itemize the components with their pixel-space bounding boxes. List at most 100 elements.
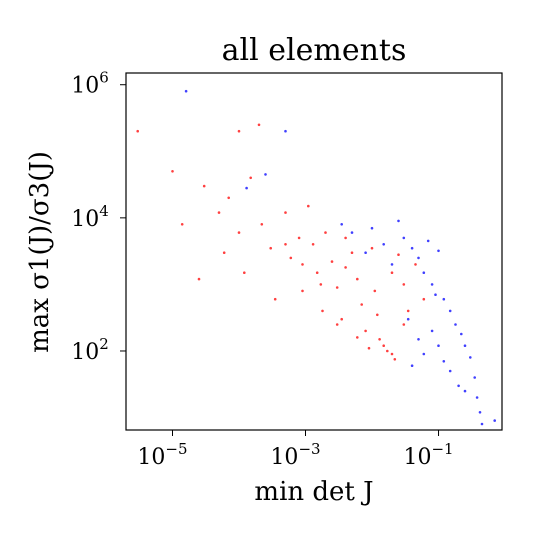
data-point <box>442 297 446 301</box>
data-point <box>373 289 377 293</box>
data-point <box>289 256 293 260</box>
data-point <box>390 263 394 266</box>
data-point <box>260 223 264 226</box>
y-axis-ticks: 102 104 106 <box>71 69 126 365</box>
y-tick-label: 104 <box>71 202 109 232</box>
data-point <box>301 263 304 266</box>
data-point <box>311 243 315 246</box>
data-point <box>473 376 477 379</box>
data-point <box>307 204 310 208</box>
data-point <box>257 123 261 127</box>
data-point <box>237 231 241 234</box>
data-point <box>410 364 414 368</box>
data-point <box>136 129 139 133</box>
data-point <box>393 358 397 361</box>
data-point <box>376 313 379 317</box>
data-point <box>364 329 367 333</box>
data-point <box>463 389 467 393</box>
data-point <box>171 170 174 173</box>
data-point <box>335 323 339 326</box>
data-point <box>364 251 367 254</box>
data-point <box>360 303 364 306</box>
data-point <box>463 344 467 348</box>
data-point <box>344 236 347 240</box>
data-point <box>493 419 497 422</box>
data-point <box>269 246 273 250</box>
data-point <box>386 349 389 353</box>
data-point <box>245 186 248 190</box>
data-point <box>356 336 359 339</box>
data-point <box>426 239 430 243</box>
data-point <box>284 129 287 133</box>
x-axis-ticks: 10−5 10−3 10−1 <box>137 430 454 470</box>
data-point <box>430 329 434 333</box>
data-point <box>222 251 226 254</box>
data-point <box>340 317 344 321</box>
data-point <box>397 253 400 256</box>
plot-frame <box>125 72 503 431</box>
data-point <box>370 246 374 250</box>
data-point <box>478 411 482 414</box>
data-point <box>249 176 252 180</box>
data-point <box>417 338 420 341</box>
data-point <box>402 323 406 326</box>
data-point <box>340 223 344 226</box>
data-point <box>442 360 446 363</box>
data-point <box>180 223 184 226</box>
data-point <box>243 271 246 275</box>
x-tick-label: 10−1 <box>403 440 453 470</box>
data-point <box>382 243 386 246</box>
scatter-points <box>136 89 497 426</box>
data-point <box>321 309 324 313</box>
data-point <box>402 236 406 240</box>
data-point <box>217 211 221 214</box>
chart-title: all elements <box>222 33 407 68</box>
data-point <box>448 309 452 313</box>
y-tick-label: 106 <box>71 69 109 99</box>
data-point <box>414 263 417 266</box>
x-axis-label: min det J <box>254 477 373 507</box>
data-point <box>378 338 381 341</box>
data-point <box>390 352 394 356</box>
data-point <box>273 297 277 301</box>
data-point <box>301 289 304 293</box>
data-point <box>410 246 414 250</box>
data-point <box>406 309 410 313</box>
data-point <box>406 317 410 321</box>
data-point <box>422 297 426 301</box>
data-point <box>197 277 201 281</box>
data-point <box>475 396 479 399</box>
data-point <box>437 249 440 253</box>
x-tick-label: 10−3 <box>270 440 320 470</box>
y-axis-label: max σ1(J)/σ3(J) <box>25 151 55 353</box>
data-point <box>370 226 374 230</box>
y-tick-label: 102 <box>71 335 109 365</box>
data-point <box>430 283 434 286</box>
data-point <box>367 346 371 350</box>
data-point <box>422 352 426 356</box>
data-point <box>397 219 400 223</box>
data-point <box>284 243 287 246</box>
data-point <box>356 277 359 281</box>
data-point <box>184 89 188 93</box>
data-point <box>350 231 354 234</box>
data-point <box>480 422 484 426</box>
data-point <box>437 344 440 348</box>
data-point <box>324 231 327 234</box>
data-point <box>382 344 386 348</box>
data-point <box>402 283 406 286</box>
data-point <box>434 293 437 297</box>
data-point <box>335 286 339 289</box>
data-point <box>469 356 472 359</box>
data-point <box>448 369 452 373</box>
data-point <box>284 211 287 214</box>
data-point <box>422 271 426 275</box>
data-point <box>457 384 460 388</box>
data-point <box>417 256 420 260</box>
data-point <box>264 173 267 176</box>
data-point <box>330 260 334 263</box>
data-point <box>454 323 457 326</box>
x-tick-label: 10−5 <box>137 440 187 470</box>
data-point <box>344 266 347 269</box>
